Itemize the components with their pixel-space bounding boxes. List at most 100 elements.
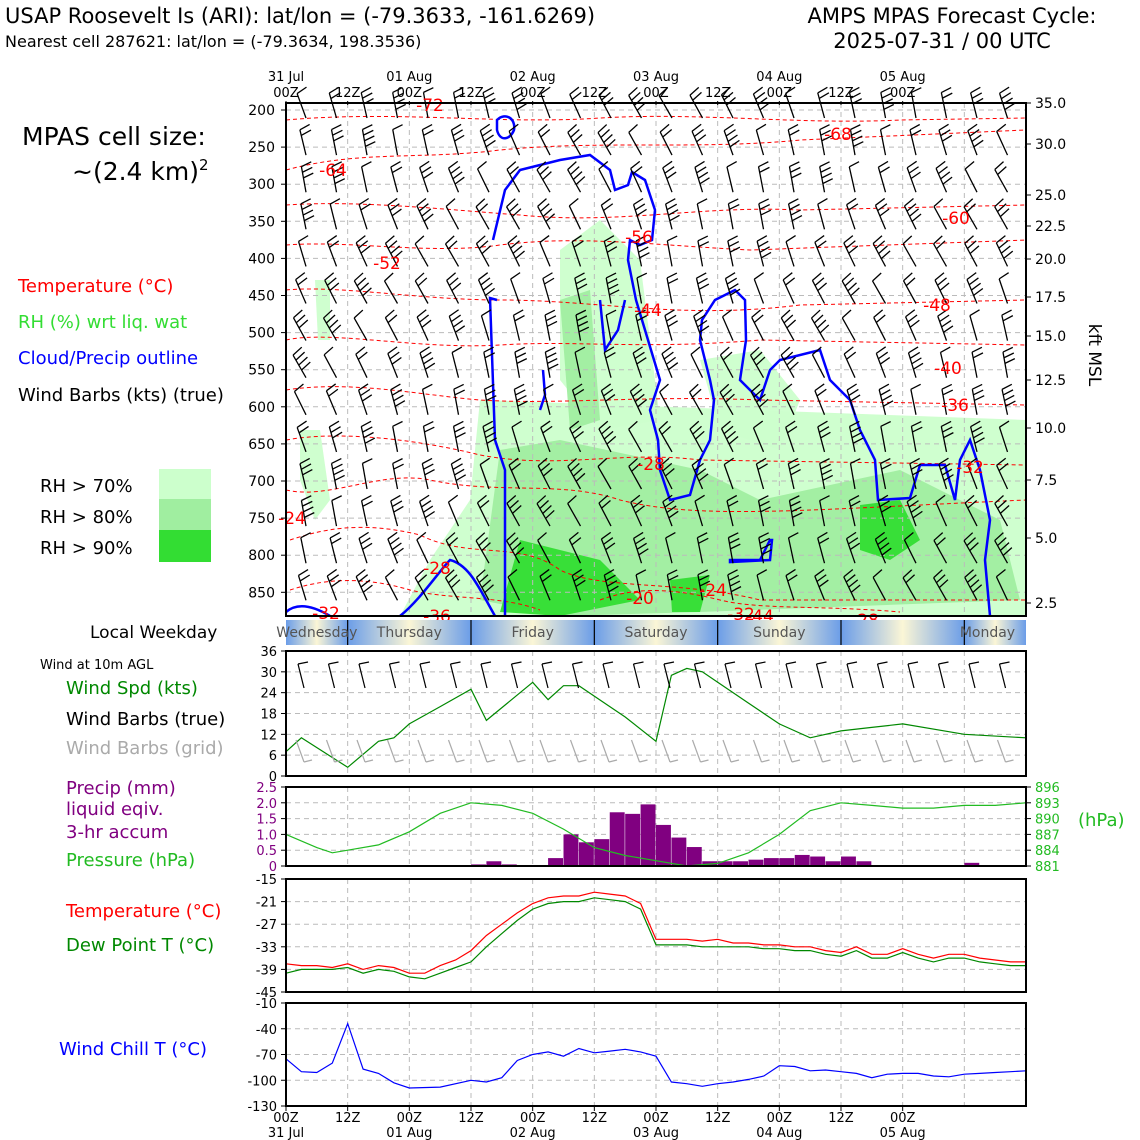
- wind-barb-staff: [506, 503, 521, 527]
- wind-barb-staff: [597, 466, 612, 490]
- wind-barb-flag: [788, 198, 799, 205]
- grid-wind-barb-staff: [569, 739, 580, 763]
- wind-barb-flag: [971, 282, 982, 291]
- wind-barb-flag: [964, 160, 975, 170]
- surface-wind-barb: [480, 661, 492, 689]
- wind-barb-flag: [510, 272, 521, 280]
- wind-barb-flag: [879, 500, 890, 508]
- weekday-cell: [471, 620, 595, 645]
- surface-wind-barb-flag: [938, 661, 949, 665]
- wind-barb-flag: [849, 86, 860, 94]
- wind-barb-flag: [723, 91, 734, 101]
- wind-barb: [940, 420, 954, 453]
- wind-barb-flag: [486, 395, 497, 402]
- wind-barb-staff: [664, 203, 673, 230]
- wind-barb-flag: [418, 203, 429, 212]
- wind-barb-flag: [875, 197, 886, 206]
- wind-barb-flag: [422, 123, 433, 131]
- precip-bar: [625, 813, 641, 866]
- wind-barb-flag: [303, 506, 314, 513]
- wind-barb-flag: [759, 203, 770, 210]
- surface-wind-barb-staff: [937, 663, 946, 689]
- wind-barb-flag: [363, 431, 374, 439]
- kft-tick-label: 20.0: [1035, 252, 1066, 268]
- wind-barb-flag: [480, 277, 491, 286]
- wind-barb: [849, 124, 864, 156]
- grid-wind-barb-staff: [386, 739, 397, 763]
- wind-barb: [475, 198, 490, 230]
- wind-note: Wind at 10m AGL: [40, 658, 154, 673]
- wind-barb-flag: [756, 393, 766, 403]
- wind-barb: [874, 197, 890, 230]
- grid-wind-barb: [935, 739, 953, 763]
- wind-barb-flag: [600, 129, 610, 139]
- wind-barb-flag: [478, 203, 489, 213]
- wind-barb-flag: [998, 272, 1010, 280]
- wind-barb-flag: [453, 86, 464, 94]
- wind-barb-staff: [537, 131, 551, 156]
- wind-barb-flag: [721, 86, 731, 96]
- wind-barb-flag: [571, 425, 582, 434]
- wind-barb-flag: [635, 235, 647, 242]
- wind-barb-flag: [787, 574, 798, 582]
- temperature-contour-label: -32: [956, 458, 984, 478]
- wind-barb-staff: [755, 129, 765, 156]
- wind-barb: [571, 235, 584, 267]
- wind-barb-staff: [603, 575, 612, 601]
- wind-barb-staff: [536, 169, 551, 193]
- wind-barb-flag: [358, 383, 369, 391]
- temperature-contour-label: -20: [626, 589, 654, 609]
- wind-barb-flag: [597, 458, 608, 467]
- wind-barb-flag: [668, 574, 679, 581]
- wind-barb-flag: [969, 129, 980, 137]
- wind-barb-flag: [750, 346, 760, 356]
- precip-bar: [964, 862, 980, 866]
- wind-barb-flag: [300, 198, 311, 205]
- wind-barb-flag: [636, 315, 648, 322]
- wind-barb-staff: [849, 463, 856, 490]
- weekday-name: Sunday: [753, 625, 805, 641]
- bottom-hour-label: 12Z: [458, 1111, 484, 1126]
- wind-barb-flag: [995, 235, 1006, 244]
- wind-barb-flag: [658, 420, 669, 430]
- wind-barb-flag: [298, 356, 308, 366]
- wind-barb-staff: [689, 391, 704, 416]
- wind-barb-flag: [506, 495, 517, 504]
- wind-barb: [758, 198, 772, 230]
- wind-barb-flag: [392, 87, 403, 94]
- wind-barb-flag: [879, 357, 891, 365]
- wind-barb: [603, 346, 616, 378]
- wind-barb-flag: [445, 235, 455, 245]
- panel-tick-label: -15: [256, 873, 277, 888]
- wind-barb-flag: [633, 96, 644, 106]
- wind-barb-flag: [542, 171, 552, 181]
- wind-barb-flag: [567, 495, 577, 504]
- wind-barb: [387, 346, 402, 378]
- wind-barb: [537, 198, 556, 230]
- wind-barb-flag: [666, 272, 678, 279]
- wind-barb-flag: [362, 426, 373, 433]
- wind-barb-flag: [850, 394, 861, 402]
- top-hour-label: 12Z: [705, 86, 731, 101]
- wind-barb-flag: [331, 324, 342, 334]
- wind-barb-flag: [301, 361, 311, 371]
- wind-barb-flag: [361, 394, 373, 402]
- wind-barb-flag: [486, 437, 497, 444]
- wind-barb-flag: [759, 246, 770, 253]
- wind-barb: [727, 532, 741, 564]
- wind-barb-staff: [597, 132, 612, 156]
- wind-barb-flag: [628, 457, 638, 467]
- wind-barb-flag: [782, 383, 793, 392]
- wind-barb-staff: [841, 317, 856, 341]
- precip-bar: [686, 847, 702, 866]
- wind-barb-flag: [484, 383, 495, 390]
- wind-barb: [323, 346, 338, 379]
- surface-wind-barb: [419, 661, 431, 689]
- wind-barb-flag: [941, 383, 953, 390]
- wind-barb: [994, 495, 1010, 527]
- wind-barb-flag: [812, 346, 822, 356]
- wind-barb-flag: [484, 352, 496, 359]
- wind-barb-flag: [666, 171, 677, 180]
- wind-barb-flag: [843, 569, 854, 578]
- wind-barb-staff: [448, 316, 460, 341]
